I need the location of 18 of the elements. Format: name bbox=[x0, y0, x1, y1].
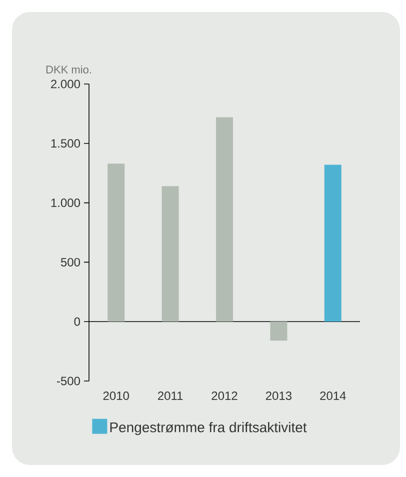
y-tick-label: 500 bbox=[60, 258, 80, 266]
x-tick-label: 2013 bbox=[266, 392, 292, 400]
x-tick-label: 2012 bbox=[212, 392, 238, 400]
x-tick-label: 2010 bbox=[103, 392, 129, 400]
x-tick-label: 2011 bbox=[158, 392, 183, 400]
bar bbox=[216, 117, 233, 322]
legend-label: Pengestrømme fra driftsaktivitet bbox=[110, 422, 307, 436]
y-tick-label: 2.000 bbox=[51, 80, 80, 88]
y-tick-label: 1.000 bbox=[51, 198, 80, 208]
y-axis-title: DKK mio. bbox=[46, 65, 91, 74]
bar bbox=[108, 164, 125, 322]
bar bbox=[270, 322, 288, 341]
x-tick-label: 2014 bbox=[320, 392, 346, 400]
y-tick-label: -500 bbox=[56, 376, 80, 386]
bar bbox=[162, 186, 179, 322]
y-tick-label: 0 bbox=[74, 317, 80, 326]
bar bbox=[324, 164, 342, 322]
y-tick-label: 1.500 bbox=[51, 139, 80, 148]
